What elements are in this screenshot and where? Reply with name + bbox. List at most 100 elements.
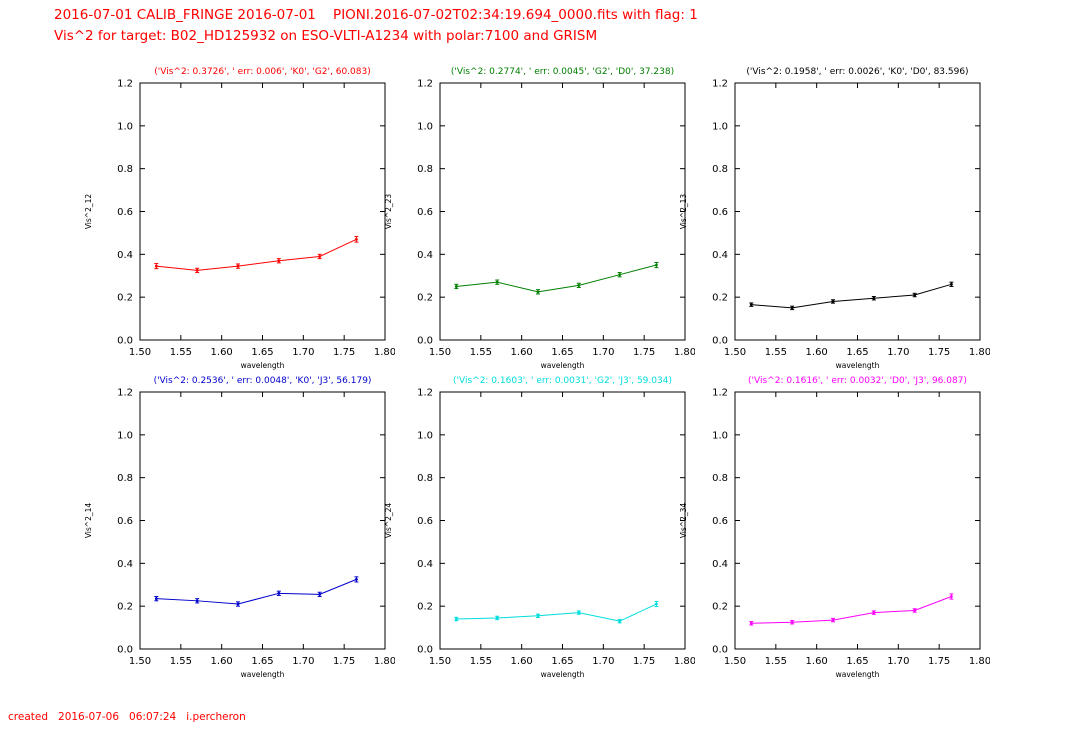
y-tick-label: 0.8	[417, 164, 433, 175]
data-point	[236, 264, 240, 268]
data-point	[154, 264, 158, 268]
y-tick-label: 1.0	[117, 121, 133, 132]
created-stamp: created 2016-07-06 06:07:24 i.percheron	[8, 711, 246, 723]
y-tick-label: 0.2	[117, 602, 133, 613]
y-tick-label: 0.6	[117, 207, 133, 218]
y-tick-label: 1.2	[117, 79, 133, 90]
y-tick-label: 0.4	[417, 250, 433, 261]
y-tick-label: 1.0	[417, 430, 433, 441]
x-tick-label: 1.75	[928, 656, 950, 667]
x-axis-label: wavelength	[541, 361, 585, 370]
y-axis-label: Vis^2_23	[384, 194, 393, 230]
x-tick-label: 1.55	[765, 656, 787, 667]
x-axis-label: wavelength	[836, 670, 880, 679]
x-tick-label: 1.60	[211, 347, 233, 358]
data-point	[913, 293, 917, 297]
data-point	[495, 280, 499, 284]
y-axis-label: Vis^2_12	[84, 194, 93, 230]
data-point	[577, 283, 581, 287]
y-tick-label: 0.6	[417, 207, 433, 218]
data-point	[236, 602, 240, 606]
subplot-title: ('Vis^2: 0.1616', ' err: 0.0032', 'D0', …	[748, 376, 967, 386]
y-axis-label: Vis^2_24	[384, 503, 393, 539]
data-line	[751, 596, 952, 624]
x-tick-label: 1.80	[674, 656, 695, 667]
subplot-title: ('Vis^2: 0.1603', ' err: 0.0031', 'G2', …	[453, 376, 672, 386]
y-tick-label: 0.4	[712, 559, 728, 570]
data-point	[618, 273, 622, 277]
y-tick-label: 0.0	[417, 645, 433, 656]
x-tick-label: 1.70	[292, 656, 314, 667]
y-axis-label: Vis^2_34	[679, 503, 688, 539]
y-tick-label: 1.0	[712, 430, 728, 441]
data-point	[950, 282, 953, 286]
y-tick-label: 0.8	[117, 473, 133, 484]
y-tick-label: 1.0	[712, 121, 728, 132]
y-tick-label: 0.4	[712, 250, 728, 261]
data-point	[950, 595, 953, 598]
subplot-title: ('Vis^2: 0.2536', ' err: 0.0048', 'K0', …	[154, 376, 372, 386]
y-tick-label: 0.2	[712, 293, 728, 304]
x-tick-label: 1.75	[633, 656, 655, 667]
axes-frame	[139, 82, 386, 341]
data-point	[913, 609, 917, 612]
y-tick-label: 0.4	[117, 250, 133, 261]
data-point	[495, 616, 499, 620]
axes-frame	[734, 391, 981, 650]
x-tick-label: 1.65	[551, 347, 573, 358]
data-point	[831, 300, 835, 303]
x-tick-label: 1.55	[170, 347, 192, 358]
axes-frame	[439, 391, 686, 650]
figure-title-line1: 2016-07-01 CALIB_FRINGE 2016-07-01 PIONI…	[54, 7, 698, 23]
data-point	[154, 597, 158, 601]
y-axis-label: Vis^2_14	[84, 503, 93, 539]
y-tick-label: 0.2	[417, 293, 433, 304]
data-point	[790, 306, 794, 310]
y-tick-label: 0.0	[417, 336, 433, 347]
data-point	[318, 255, 322, 258]
data-point	[454, 285, 458, 288]
x-axis-label: wavelength	[541, 670, 585, 679]
y-tick-label: 0.8	[417, 473, 433, 484]
x-tick-label: 1.60	[511, 347, 533, 358]
x-tick-label: 1.65	[846, 347, 868, 358]
x-tick-label: 1.65	[846, 656, 868, 667]
subplot-vis2-24: 1.50 1.55 1.60 1.65 1.70 1.75 1.80 0.0 0.2 0.4 0.6…	[384, 376, 695, 679]
data-line	[751, 283, 952, 309]
y-tick-label: 0.2	[117, 293, 133, 304]
y-tick-label: 0.4	[417, 559, 433, 570]
x-axis-label: wavelength	[836, 361, 880, 370]
x-tick-label: 1.75	[928, 347, 950, 358]
x-tick-label: 1.50	[724, 656, 746, 667]
y-tick-label: 0.6	[417, 516, 433, 527]
x-tick-label: 1.70	[592, 347, 614, 358]
x-tick-label: 1.50	[724, 347, 746, 358]
data-point	[277, 591, 281, 595]
y-tick-label: 0.6	[117, 516, 133, 527]
y-axis-label: Vis^2_13	[679, 194, 688, 230]
x-tick-label: 1.70	[887, 656, 909, 667]
x-tick-label: 1.50	[429, 347, 451, 358]
data-point	[195, 599, 199, 603]
y-tick-label: 0.0	[117, 645, 133, 656]
x-tick-label: 1.65	[251, 347, 273, 358]
axes-frame	[734, 82, 981, 341]
data-line	[456, 603, 657, 622]
x-tick-label: 1.75	[333, 656, 355, 667]
subplot-vis2-14: 1.50 1.55 1.60 1.65 1.70 1.75 1.80 0.0 0.2 0.4 0.6…	[84, 376, 395, 679]
data-line	[156, 578, 357, 605]
axes-frame	[439, 82, 686, 341]
x-tick-label: 1.55	[470, 656, 492, 667]
x-tick-label: 1.55	[765, 347, 787, 358]
x-tick-label: 1.70	[592, 656, 614, 667]
x-tick-label: 1.80	[969, 656, 990, 667]
data-line	[156, 238, 357, 271]
subplot-title: ('Vis^2: 0.2774', ' err: 0.0045', 'G2', …	[451, 67, 674, 77]
x-tick-label: 1.65	[551, 656, 573, 667]
y-tick-label: 1.2	[712, 388, 728, 399]
x-tick-label: 1.80	[969, 347, 990, 358]
data-point	[195, 268, 199, 272]
axes-frame	[139, 391, 386, 650]
y-tick-label: 0.8	[117, 164, 133, 175]
x-tick-label: 1.50	[129, 347, 151, 358]
